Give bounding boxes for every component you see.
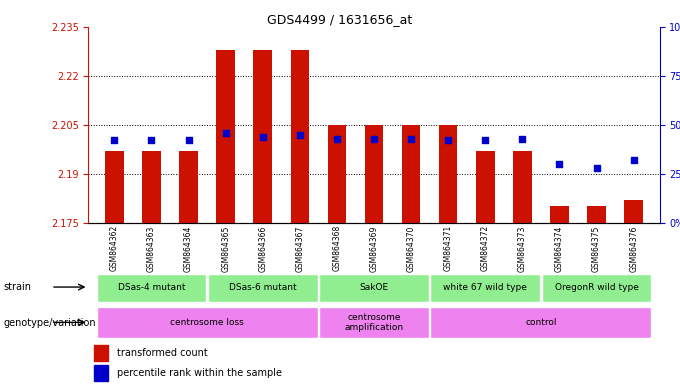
Point — [331, 136, 342, 142]
Text: GSM864368: GSM864368 — [333, 225, 341, 271]
Bar — [216, 50, 235, 223]
Bar — [180, 151, 198, 223]
Bar — [550, 206, 568, 223]
Text: GSM864371: GSM864371 — [443, 225, 453, 271]
Bar — [94, 345, 108, 361]
Text: white 67 wild type: white 67 wild type — [443, 283, 527, 293]
Bar — [97, 274, 206, 302]
Bar — [624, 200, 643, 223]
Bar — [513, 151, 532, 223]
Text: percentile rank within the sample: percentile rank within the sample — [117, 368, 282, 379]
Point — [628, 157, 639, 163]
Point — [183, 137, 194, 144]
Text: GSM864370: GSM864370 — [407, 225, 415, 271]
Bar — [364, 125, 384, 223]
Text: GSM864374: GSM864374 — [555, 225, 564, 271]
Text: genotype/variation: genotype/variation — [3, 318, 96, 328]
Text: centrosome
amplification: centrosome amplification — [345, 313, 403, 332]
Text: transformed count: transformed count — [117, 348, 207, 358]
Text: GSM864375: GSM864375 — [592, 225, 601, 271]
Text: control: control — [525, 318, 557, 327]
Point — [109, 137, 120, 144]
Bar — [542, 274, 651, 302]
Bar — [588, 206, 606, 223]
Point — [517, 136, 528, 142]
Text: GSM864362: GSM864362 — [110, 225, 119, 271]
Point — [220, 129, 231, 136]
Text: OregonR wild type: OregonR wild type — [555, 283, 639, 293]
Text: DSas-6 mutant: DSas-6 mutant — [229, 283, 296, 293]
Bar — [142, 151, 160, 223]
Bar — [254, 50, 272, 223]
Point — [369, 136, 379, 142]
Point — [146, 137, 157, 144]
Bar — [402, 125, 420, 223]
Text: GSM864366: GSM864366 — [258, 225, 267, 271]
Bar — [476, 151, 494, 223]
Bar — [319, 307, 429, 338]
Point — [443, 137, 454, 144]
Text: GSM864365: GSM864365 — [221, 225, 230, 271]
Text: GDS4499 / 1631656_at: GDS4499 / 1631656_at — [267, 13, 413, 26]
Point — [480, 137, 491, 144]
Bar — [105, 151, 124, 223]
Point — [554, 161, 565, 167]
Point — [591, 165, 602, 171]
Bar — [97, 307, 318, 338]
Bar — [328, 125, 346, 223]
Text: strain: strain — [3, 282, 31, 292]
Text: SakOE: SakOE — [360, 283, 388, 293]
Bar — [94, 366, 108, 381]
Point — [294, 131, 305, 137]
Text: centrosome loss: centrosome loss — [170, 318, 244, 327]
Bar — [290, 50, 309, 223]
Bar — [430, 274, 540, 302]
Text: GSM864364: GSM864364 — [184, 225, 193, 271]
Point — [406, 136, 417, 142]
Text: GSM864363: GSM864363 — [147, 225, 156, 271]
Bar — [208, 274, 318, 302]
Text: GSM864367: GSM864367 — [295, 225, 305, 271]
Text: GSM864372: GSM864372 — [481, 225, 490, 271]
Bar — [430, 307, 651, 338]
Bar — [439, 125, 458, 223]
Text: GSM864369: GSM864369 — [369, 225, 379, 271]
Text: GSM864373: GSM864373 — [518, 225, 527, 271]
Point — [257, 134, 268, 140]
Text: DSas-4 mutant: DSas-4 mutant — [118, 283, 185, 293]
Text: GSM864376: GSM864376 — [629, 225, 638, 271]
Bar — [319, 274, 429, 302]
